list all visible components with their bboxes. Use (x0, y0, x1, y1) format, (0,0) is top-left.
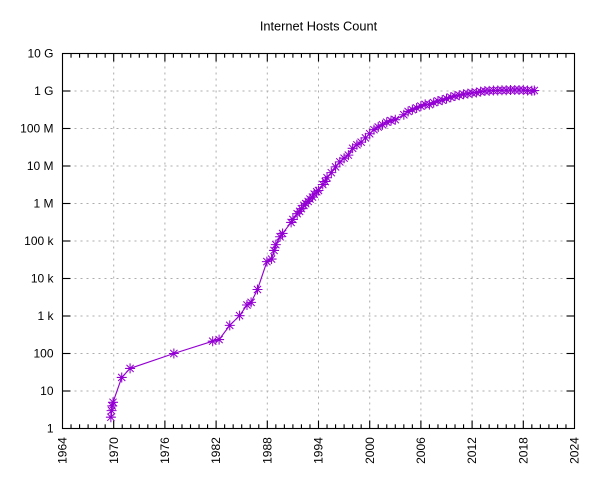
svg-text:100 k: 100 k (24, 234, 54, 248)
svg-text:1 k: 1 k (37, 309, 54, 323)
svg-text:10 G: 10 G (27, 47, 53, 61)
svg-text:1988: 1988 (260, 437, 274, 464)
svg-text:1: 1 (47, 422, 54, 436)
svg-text:Internet Hosts Count: Internet Hosts Count (260, 19, 378, 34)
svg-text:2000: 2000 (363, 437, 377, 464)
svg-text:2018: 2018 (516, 437, 530, 464)
svg-text:10 k: 10 k (31, 272, 55, 286)
svg-text:1 G: 1 G (34, 84, 53, 98)
svg-text:1964: 1964 (56, 437, 70, 464)
svg-text:2012: 2012 (465, 437, 479, 464)
svg-text:1994: 1994 (312, 437, 326, 464)
svg-text:1970: 1970 (107, 437, 121, 464)
svg-text:1 M: 1 M (33, 197, 53, 211)
svg-text:100 M: 100 M (20, 122, 53, 136)
svg-text:100: 100 (33, 347, 53, 361)
svg-text:2024: 2024 (568, 437, 582, 464)
svg-text:2006: 2006 (414, 437, 428, 464)
svg-text:1982: 1982 (209, 437, 223, 464)
svg-text:10: 10 (40, 384, 54, 398)
svg-text:1976: 1976 (158, 437, 172, 464)
svg-text:10 M: 10 M (27, 159, 54, 173)
